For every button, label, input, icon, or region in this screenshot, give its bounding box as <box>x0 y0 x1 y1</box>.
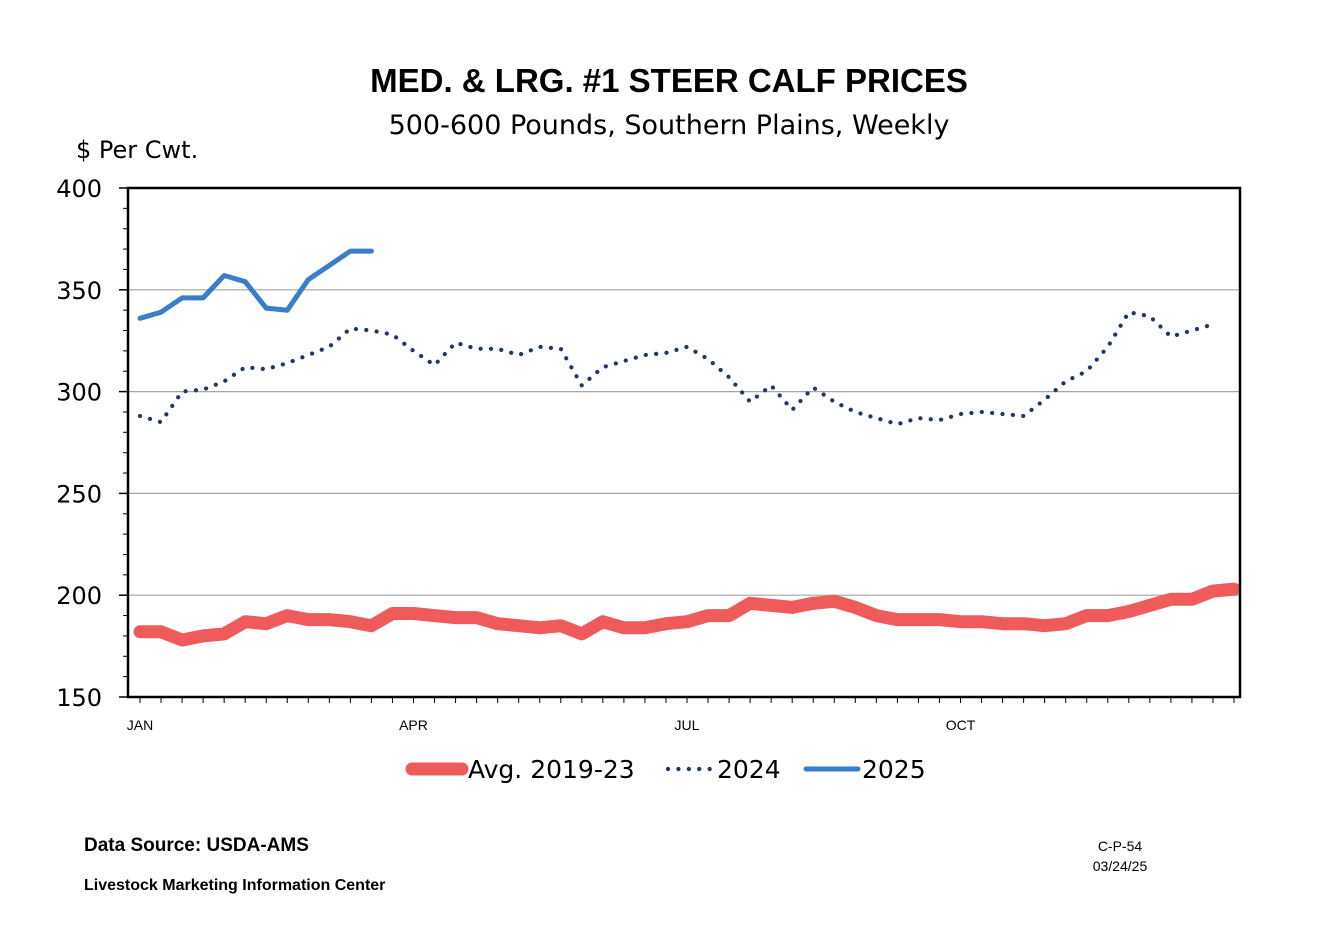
data-source: Data Source: USDA-AMS <box>84 835 309 856</box>
y-tick-label-350: 350 <box>56 277 102 305</box>
y-axis-label: $ Per Cwt. <box>76 136 199 164</box>
y-tick-label-200: 200 <box>56 582 102 610</box>
plot-area-border <box>126 186 1242 699</box>
x-tick-label-oct: OCT <box>946 717 976 733</box>
x-tick-label-jul: JUL <box>675 717 700 733</box>
y-tick-label-400: 400 <box>56 175 102 203</box>
legend-label-3: 2025 <box>862 755 926 784</box>
series-line-1 <box>133 582 1241 647</box>
chart-code: C-P-54 <box>1097 838 1143 854</box>
y-tick-label-150: 150 <box>56 684 102 712</box>
x-tick-label-jan: JAN <box>127 717 153 733</box>
organization-name: Livestock Marketing Information Center <box>84 877 386 894</box>
y-tick-label-250: 250 <box>56 480 102 508</box>
chart-date: 03/24/25 <box>1092 858 1148 874</box>
x-tick-label-apr: APR <box>399 717 428 733</box>
series-line-2 <box>137 310 1216 427</box>
y-tick-label-300: 300 <box>56 379 102 407</box>
series-line-3 <box>137 248 374 321</box>
chart-title: MED. & LRG. #1 STEER CALF PRICES <box>370 62 968 99</box>
legend-label-1: Avg. 2019-23 <box>468 755 635 784</box>
chart-subtitle: 500-600 Pounds, Southern Plains, Weekly <box>388 110 950 141</box>
legend-label-2: 2024 <box>717 755 781 784</box>
